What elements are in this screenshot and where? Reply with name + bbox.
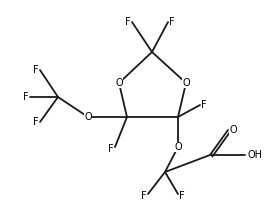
Text: O: O [229, 125, 237, 135]
Text: O: O [174, 142, 182, 152]
Text: F: F [33, 65, 39, 75]
Text: F: F [141, 191, 147, 201]
Text: F: F [125, 17, 131, 27]
Text: F: F [179, 191, 185, 201]
Text: O: O [182, 78, 190, 88]
Text: F: F [33, 117, 39, 127]
Text: F: F [169, 17, 175, 27]
Text: F: F [201, 100, 207, 110]
Text: O: O [115, 78, 123, 88]
Text: F: F [23, 92, 29, 102]
Text: F: F [109, 144, 114, 154]
Text: OH: OH [247, 150, 262, 160]
Text: O: O [84, 112, 92, 122]
